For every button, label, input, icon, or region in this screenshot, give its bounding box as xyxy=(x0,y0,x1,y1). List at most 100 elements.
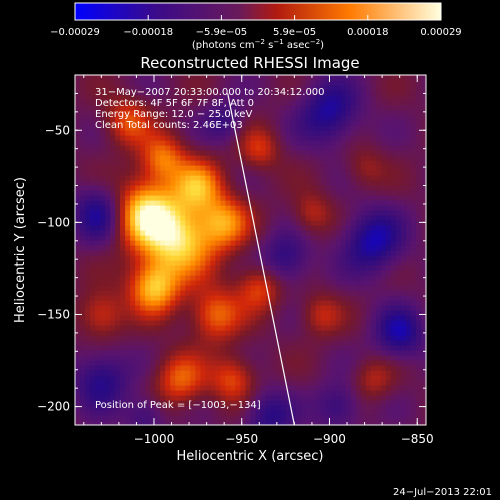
heatmap-cell xyxy=(130,345,136,351)
heatmap-cell xyxy=(95,310,101,316)
heatmap-cell xyxy=(215,120,222,126)
heatmap-cell xyxy=(255,185,262,191)
heatmap-cell xyxy=(380,255,387,261)
x-tick-label: −950 xyxy=(225,432,258,446)
heatmap-cell xyxy=(95,290,101,296)
heatmap-cell xyxy=(220,175,227,181)
heatmap-cell xyxy=(150,380,156,386)
heatmap-cell xyxy=(150,325,156,331)
heatmap-cell xyxy=(240,345,247,351)
heatmap-cell xyxy=(350,370,357,376)
heatmap-cell xyxy=(340,170,347,176)
heatmap-cell xyxy=(410,295,417,301)
heatmap-cell xyxy=(260,320,267,326)
heatmap-cell xyxy=(400,90,407,96)
heatmap-cell xyxy=(310,150,317,156)
heatmap-cell xyxy=(380,95,387,101)
heatmap-cell xyxy=(140,230,146,236)
heatmap-cell xyxy=(80,315,86,321)
heatmap-cell xyxy=(270,200,277,206)
heatmap-cell xyxy=(95,385,101,391)
heatmap-cell xyxy=(280,160,287,166)
heatmap-cell xyxy=(355,280,362,286)
heatmap-cell xyxy=(315,165,322,171)
heatmap-cell xyxy=(90,395,96,401)
heatmap-cell xyxy=(110,145,116,151)
heatmap-cell xyxy=(255,315,262,321)
heatmap-cell xyxy=(245,270,252,276)
heatmap-cell xyxy=(175,140,181,146)
heatmap-cell xyxy=(395,115,402,121)
heatmap-cell xyxy=(100,365,106,371)
heatmap-cell xyxy=(210,160,216,166)
heatmap-cell xyxy=(375,340,382,346)
heatmap-cell xyxy=(350,235,357,241)
heatmap-cell xyxy=(145,135,151,141)
heatmap-cell xyxy=(320,305,327,311)
heatmap-cell xyxy=(90,385,96,391)
heatmap-cell xyxy=(230,155,237,161)
heatmap-cell xyxy=(360,195,367,201)
heatmap-cell xyxy=(315,135,322,141)
heatmap-cell xyxy=(370,255,377,261)
heatmap-cell xyxy=(110,330,116,336)
heatmap-cell xyxy=(380,75,387,81)
heatmap-cell xyxy=(145,90,151,96)
heatmap-cell xyxy=(125,190,131,196)
heatmap-cell xyxy=(415,210,422,216)
heatmap-cell xyxy=(190,195,196,201)
heatmap-cell xyxy=(290,335,297,341)
heatmap-cell xyxy=(170,395,176,401)
heatmap-cell xyxy=(190,410,196,416)
heatmap-cell xyxy=(370,125,377,131)
heatmap-cell xyxy=(225,330,232,336)
heatmap-cell xyxy=(375,255,382,261)
heatmap-cell xyxy=(325,155,332,161)
heatmap-cell xyxy=(130,310,136,316)
heatmap-cell xyxy=(365,175,372,181)
heatmap-cell xyxy=(125,90,131,96)
heatmap-cell xyxy=(285,160,292,166)
heatmap-cell xyxy=(245,140,252,146)
heatmap-cell xyxy=(265,85,272,91)
heatmap-cell xyxy=(135,230,141,236)
heatmap-cell xyxy=(165,95,171,101)
heatmap-cell xyxy=(295,205,302,211)
heatmap-cell xyxy=(345,265,352,271)
heatmap-cell xyxy=(305,335,312,341)
heatmap-cell xyxy=(255,275,262,281)
heatmap-cell xyxy=(325,350,332,356)
heatmap-cell xyxy=(320,125,327,131)
heatmap-cell xyxy=(180,285,186,291)
heatmap-cell xyxy=(270,350,277,356)
heatmap-cell xyxy=(100,75,106,81)
heatmap-cell xyxy=(345,405,352,411)
heatmap-cell xyxy=(80,250,86,256)
heatmap-cell xyxy=(395,410,402,416)
heatmap-cell xyxy=(95,160,101,166)
heatmap-cell xyxy=(385,325,392,331)
heatmap-cell xyxy=(235,230,242,236)
heatmap-cell xyxy=(125,320,131,326)
heatmap-cell xyxy=(380,140,387,146)
heatmap-cell xyxy=(175,160,181,166)
heatmap-cell xyxy=(125,135,131,141)
heatmap-cell xyxy=(170,220,176,226)
heatmap-cell xyxy=(300,85,307,91)
heatmap-cell xyxy=(265,375,272,381)
heatmap-cell xyxy=(140,385,146,391)
heatmap-cell xyxy=(210,320,216,326)
heatmap-cell xyxy=(280,380,287,386)
heatmap-cell xyxy=(370,265,377,271)
heatmap-cell xyxy=(390,230,397,236)
heatmap-cell xyxy=(235,210,242,216)
heatmap-cell xyxy=(320,115,327,121)
heatmap-cell xyxy=(225,150,232,156)
heatmap-cell xyxy=(300,295,307,301)
heatmap-cell xyxy=(215,245,222,251)
heatmap-cell xyxy=(180,95,186,101)
heatmap-cell xyxy=(315,405,322,411)
heatmap-cell xyxy=(300,290,307,296)
heatmap-cell xyxy=(225,340,232,346)
heatmap-cell xyxy=(85,370,91,376)
